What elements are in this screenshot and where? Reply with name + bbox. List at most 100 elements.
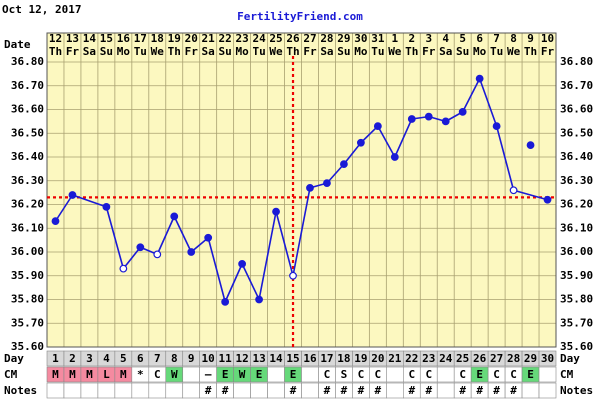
day-cell — [538, 350, 557, 367]
cm-code: E — [256, 368, 263, 381]
notes-cell — [436, 382, 455, 399]
temperature-segment — [173, 216, 192, 253]
y-tick-label: 36.70 — [560, 79, 593, 92]
day-number: 16 — [303, 352, 317, 365]
y-tick-label: 36.60 — [560, 103, 593, 116]
cm-cell — [267, 366, 285, 383]
date: 9 — [527, 32, 534, 45]
cm-code: M — [69, 368, 76, 381]
date: 13 — [66, 32, 79, 45]
weekday: Th — [49, 45, 62, 58]
date: 27 — [303, 32, 316, 45]
temperature-segment — [377, 125, 396, 158]
cm-code: W — [239, 368, 246, 381]
y-tick-label: 35.90 — [560, 269, 593, 282]
note: # — [459, 384, 466, 397]
cm-code: C — [459, 368, 466, 381]
y-tick-label: 36.20 — [11, 198, 44, 211]
cm-code: C — [324, 368, 331, 381]
date: 12 — [49, 32, 62, 45]
weekday: Fr — [303, 45, 317, 58]
day-number: 19 — [354, 352, 367, 365]
y-tick-label: 35.80 — [560, 293, 593, 306]
temperature-point — [509, 186, 518, 195]
day-number: 17 — [320, 352, 333, 365]
note: # — [493, 384, 500, 397]
temperature-segment — [292, 187, 311, 276]
y-tick-label: 35.80 — [11, 293, 44, 306]
note: # — [341, 384, 348, 397]
temperature-point — [407, 115, 416, 123]
day-label: Day — [560, 352, 580, 365]
weekday: Th — [286, 45, 299, 58]
temperature-point — [289, 271, 297, 280]
cm-code: C — [510, 368, 517, 381]
temperature-point — [441, 117, 450, 126]
date: 29 — [337, 32, 350, 45]
temperature-point — [136, 243, 145, 252]
temperature-segment — [224, 263, 243, 303]
temperature-segment — [461, 78, 481, 113]
note: # — [408, 384, 415, 397]
notes-cell — [63, 382, 82, 399]
y-tick-label: 36.00 — [560, 245, 593, 258]
temperature-segment — [54, 194, 74, 222]
temperature-point — [475, 74, 484, 83]
temperature-point — [356, 138, 365, 147]
temperature-point — [458, 107, 467, 116]
temperature-segment — [478, 78, 498, 127]
cm-cell — [538, 366, 557, 383]
date: 24 — [252, 32, 266, 45]
date: 28 — [320, 32, 333, 45]
weekday: Tu — [134, 45, 147, 58]
notes-cell — [538, 382, 557, 399]
day-number: 28 — [507, 352, 520, 365]
note: # — [205, 384, 212, 397]
temperature-point — [255, 295, 263, 304]
date: 10 — [541, 32, 554, 45]
day-number: 18 — [337, 352, 350, 365]
temperature-point — [187, 248, 196, 256]
date: 25 — [269, 32, 282, 45]
y-tick-label: 35.90 — [11, 269, 44, 282]
cm-label: CM — [4, 368, 18, 381]
temperature-point — [306, 183, 314, 192]
cm-code: M — [120, 368, 127, 381]
date: 5 — [459, 32, 466, 45]
note: # — [510, 384, 517, 397]
temperature-segment — [343, 142, 362, 165]
date: 16 — [117, 32, 131, 45]
weekday: Tu — [490, 45, 503, 58]
day-number: 9 — [188, 352, 195, 365]
temperature-point — [373, 122, 382, 131]
cm-code: S — [341, 368, 348, 381]
temperature-point — [153, 250, 162, 259]
note: # — [324, 384, 331, 397]
day-number: 20 — [371, 352, 384, 365]
cm-code: C — [493, 368, 500, 381]
cm-code: E — [222, 368, 229, 381]
temperature-segment — [241, 263, 260, 300]
date: 21 — [202, 32, 216, 45]
date: 17 — [134, 32, 147, 45]
day-number: 5 — [120, 352, 127, 365]
weekday: Th — [405, 45, 418, 58]
notes-cell — [386, 382, 404, 399]
y-tick-label: 36.10 — [11, 221, 44, 234]
notes-cell — [80, 382, 99, 399]
cm-code: – — [205, 368, 212, 381]
notes-cell — [267, 382, 285, 399]
temperature-segment — [122, 246, 141, 270]
date: 4 — [442, 32, 449, 45]
weekday: Fr — [66, 45, 80, 58]
notes-label: Notes — [4, 384, 37, 397]
notes-cell — [97, 382, 116, 399]
temperature-point — [238, 259, 247, 268]
cm-code: C — [375, 368, 382, 381]
y-tick-label: 35.60 — [560, 340, 593, 353]
day-number: 10 — [202, 352, 215, 365]
weekday: We — [388, 45, 402, 58]
cm-code: L — [103, 368, 110, 381]
temperature-segment — [258, 211, 277, 300]
